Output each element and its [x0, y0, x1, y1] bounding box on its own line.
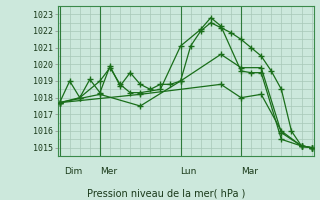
Text: Pression niveau de la mer( hPa ): Pression niveau de la mer( hPa ) — [87, 188, 245, 198]
Text: Mar: Mar — [241, 167, 258, 176]
Text: Dim: Dim — [64, 167, 82, 176]
Text: Lun: Lun — [180, 167, 197, 176]
Text: Mer: Mer — [100, 167, 117, 176]
